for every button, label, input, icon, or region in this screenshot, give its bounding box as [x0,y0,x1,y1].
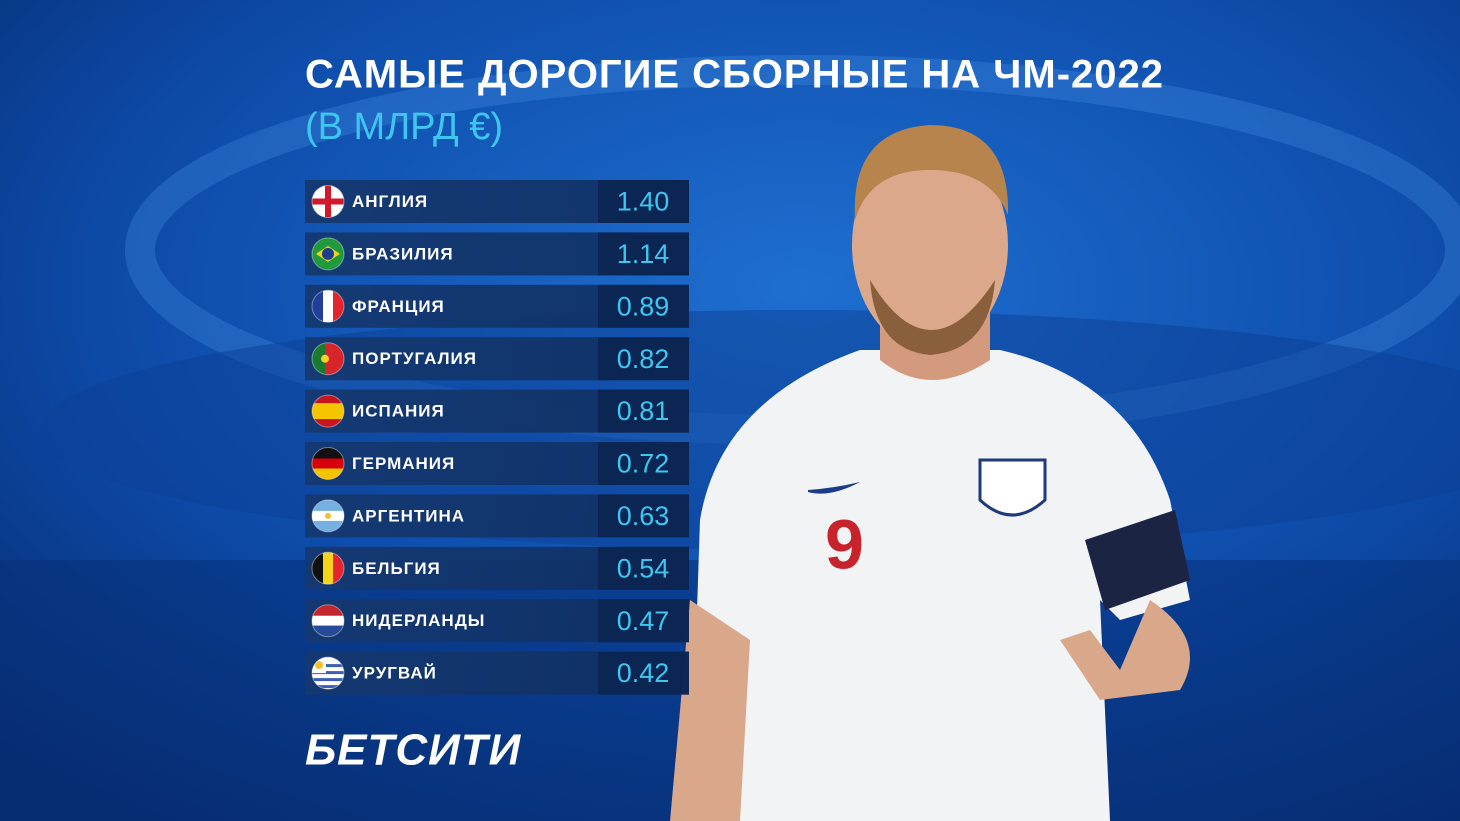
armband [1085,510,1190,610]
country-name: АРГЕНТИНА [352,506,465,525]
flag-part [312,685,344,689]
team-value: 0.81 [617,396,670,426]
country-name: НИДЕРЛАНДЫ [352,611,485,630]
flag-part [312,678,344,682]
flag-part [312,447,344,459]
flag-part [312,552,323,585]
country-name: УРУГВАЙ [352,664,437,683]
flag-part [323,290,333,323]
value-cell [598,232,689,276]
flag-part [312,671,344,675]
country-name: ИСПАНИЯ [352,402,445,421]
flag [312,237,344,270]
player-shirt [690,350,1190,821]
flag-part [312,625,344,637]
flag-part [312,198,344,205]
value-cell [598,389,689,433]
flag-ring [311,604,345,638]
country-name: ПОРТУГАЛИЯ [352,349,477,368]
flag [312,552,344,585]
swoosh [808,482,860,494]
flag-part [333,290,344,323]
country-name: ГЕРМАНИЯ [352,454,455,473]
flag-part [312,458,344,469]
player-head [852,140,1008,350]
flag-ring [311,447,345,480]
flag-ring [311,551,345,585]
flag-ring [311,394,345,428]
team-value: 0.54 [617,553,670,583]
flag-ring [311,237,345,271]
value-cell [598,337,689,381]
flag-ring [311,342,345,376]
title: САМЫЕ ДОРОГИЕ СБОРНЫЕ НА ЧМ-2022 [305,53,1164,97]
team-value: 0.72 [617,449,670,479]
player: 9 [670,125,1190,821]
value-cell [598,651,689,695]
flag-part [312,615,344,626]
country-name: ФРАНЦИЯ [352,297,445,316]
value-cell [598,546,689,590]
flag-part [312,664,344,668]
flag-part [325,512,331,519]
team-value: 0.82 [617,344,670,374]
flag-part [333,552,344,585]
flag-part [325,342,344,375]
team-value: 1.14 [617,239,670,269]
team-value: 0.42 [617,658,670,688]
value-cell [598,599,689,643]
flag [312,657,344,690]
crest [978,458,1047,517]
flag-part [312,604,344,616]
flag-part [321,354,329,363]
flag-part [323,552,333,585]
flag-part [312,342,325,375]
player-beard [870,280,995,355]
flag-ring [311,289,345,323]
flag [312,185,344,218]
flag [312,499,344,532]
shirt-number: 9 [825,505,864,583]
flag [312,290,344,323]
flag [312,342,344,375]
player-arm [1060,600,1190,700]
country-name: БЕЛЬГИЯ [352,559,441,578]
country-name: АНГЛИЯ [352,192,428,211]
team-value: 0.63 [617,501,670,531]
ranking-table: АНГЛИЯ 1.40 БРАЗИЛИЯ 1.14 ФРАНЦИЯ 0.89 ПОРТУГА… [305,180,689,695]
player-hair [854,125,1009,220]
flag-part [312,290,323,323]
subtitle: (В МЛРД €) [305,106,503,148]
flag-part [315,661,323,670]
flag-ring [311,656,345,690]
country-name: БРАЗИЛИЯ [352,244,454,263]
value-cell [598,180,689,223]
flag-part [322,247,334,260]
brand-logo: БЕТСИТИ [305,726,522,775]
value-cell [598,494,689,538]
flag-part [312,468,344,480]
flag-part [312,403,344,420]
team-value: 0.89 [617,291,670,321]
team-value: 1.40 [617,187,670,217]
flag [312,604,344,637]
flag [312,395,344,428]
team-value: 0.47 [617,606,670,636]
flag-ring [311,499,345,533]
value-cell [598,442,689,485]
flag [312,447,344,480]
flag-ring [311,185,345,218]
player-arm-left [670,600,750,821]
value-cell [598,284,689,328]
